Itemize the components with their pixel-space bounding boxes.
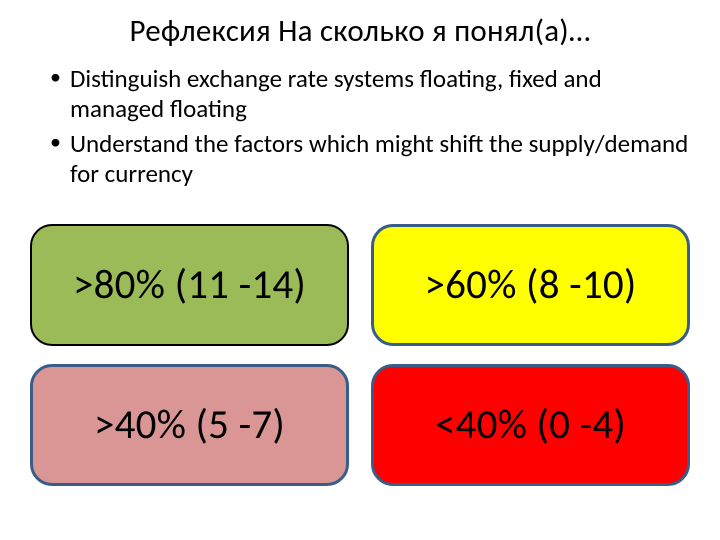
list-item: Distinguish exchange rate systems floati…	[54, 64, 690, 123]
tile-pink: >40% (5 -7)	[30, 364, 349, 486]
objectives-list: Distinguish exchange rate systems floati…	[30, 64, 690, 188]
slide: Рефлексия На сколько я понял(а)… Disting…	[0, 0, 720, 540]
tile-label: >80% (11 -14)	[73, 260, 306, 310]
tile-red: <40% (0 -4)	[371, 364, 690, 486]
tile-label: >60% (8 -10)	[425, 260, 637, 310]
tile-yellow: >60% (8 -10)	[371, 224, 690, 346]
tile-label: >40% (5 -7)	[94, 400, 285, 450]
slide-title: Рефлексия На сколько я понял(а)…	[30, 12, 690, 50]
tile-green: >80% (11 -14)	[30, 224, 349, 346]
tile-label: <40% (0 -4)	[435, 400, 626, 450]
score-grid: >80% (11 -14) >60% (8 -10) >40% (5 -7) <…	[30, 224, 690, 486]
list-item: Understand the factors which might shift…	[54, 129, 690, 188]
